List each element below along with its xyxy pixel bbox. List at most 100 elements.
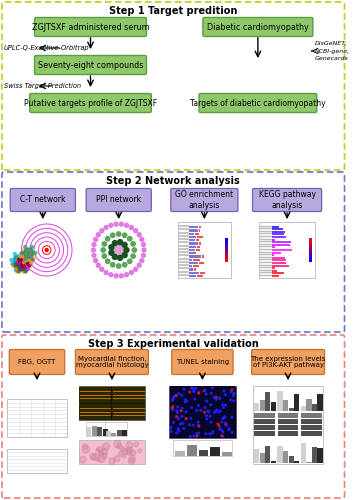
Circle shape (190, 387, 192, 389)
Circle shape (122, 454, 126, 458)
FancyBboxPatch shape (10, 188, 75, 212)
Circle shape (206, 418, 208, 420)
Bar (103, 430, 108, 436)
Bar (198, 236, 203, 238)
Bar (309, 244, 312, 247)
Circle shape (112, 254, 117, 260)
Bar (122, 430, 127, 436)
Circle shape (30, 248, 32, 252)
Circle shape (224, 416, 226, 418)
Circle shape (221, 422, 223, 423)
Circle shape (101, 454, 107, 459)
Circle shape (21, 256, 24, 260)
Bar (203, 386, 235, 403)
Circle shape (176, 410, 178, 412)
Bar (79, 404, 111, 419)
Circle shape (101, 248, 105, 252)
Circle shape (17, 260, 27, 270)
Bar (272, 275, 279, 277)
Circle shape (182, 422, 184, 424)
Bar (260, 452, 265, 463)
Circle shape (102, 254, 106, 258)
Bar (178, 222, 231, 278)
Bar (225, 241, 228, 244)
Circle shape (109, 272, 113, 276)
Circle shape (222, 431, 224, 433)
Bar (272, 249, 292, 251)
Circle shape (212, 432, 214, 434)
Bar (271, 402, 276, 411)
Circle shape (130, 226, 134, 230)
Bar (272, 267, 275, 269)
Circle shape (127, 236, 132, 241)
Bar (79, 386, 145, 420)
Circle shape (92, 242, 96, 246)
Bar (272, 241, 290, 243)
Circle shape (232, 395, 234, 397)
Circle shape (16, 270, 19, 273)
Bar (79, 440, 145, 464)
Bar (272, 244, 290, 246)
Bar (189, 249, 195, 251)
Bar (194, 252, 197, 254)
Circle shape (219, 398, 220, 399)
Circle shape (121, 447, 125, 451)
Bar (105, 422, 126, 436)
Circle shape (122, 242, 127, 248)
Circle shape (30, 262, 32, 264)
Circle shape (98, 455, 105, 462)
Circle shape (210, 422, 212, 423)
Circle shape (24, 258, 27, 260)
Bar (189, 256, 200, 258)
Circle shape (109, 250, 114, 255)
Circle shape (219, 410, 221, 412)
Circle shape (20, 268, 22, 270)
Circle shape (119, 222, 123, 226)
Circle shape (214, 410, 216, 412)
Circle shape (214, 412, 216, 414)
Bar (272, 246, 275, 248)
Circle shape (218, 412, 220, 413)
Circle shape (91, 248, 95, 252)
Circle shape (198, 392, 199, 393)
Bar (301, 412, 321, 418)
Bar (189, 258, 192, 261)
Circle shape (118, 450, 124, 456)
Circle shape (130, 270, 134, 274)
Bar (210, 447, 220, 456)
Bar (225, 247, 228, 250)
FancyBboxPatch shape (30, 94, 151, 112)
Circle shape (111, 233, 115, 237)
Circle shape (26, 264, 29, 267)
Circle shape (181, 416, 183, 417)
Text: GO enrichment
analysis: GO enrichment analysis (175, 190, 234, 210)
Circle shape (26, 268, 29, 270)
Bar (306, 462, 312, 463)
Circle shape (23, 258, 26, 261)
Circle shape (114, 456, 120, 462)
Circle shape (19, 254, 22, 258)
Bar (309, 256, 312, 259)
Circle shape (221, 435, 223, 436)
Bar (169, 404, 202, 420)
Circle shape (23, 258, 26, 262)
Bar (309, 241, 312, 244)
Circle shape (94, 258, 98, 262)
Circle shape (179, 424, 181, 425)
Circle shape (20, 252, 23, 256)
FancyBboxPatch shape (252, 350, 325, 374)
Circle shape (92, 254, 96, 258)
Circle shape (17, 270, 21, 273)
Bar (271, 462, 276, 463)
Bar (312, 447, 317, 463)
Bar (283, 451, 288, 463)
Circle shape (213, 396, 215, 398)
FancyBboxPatch shape (172, 350, 233, 374)
Circle shape (16, 260, 26, 270)
Circle shape (205, 433, 207, 434)
Circle shape (14, 256, 17, 260)
Bar (197, 246, 200, 248)
Circle shape (177, 428, 179, 430)
Circle shape (183, 388, 185, 390)
Circle shape (184, 399, 186, 400)
